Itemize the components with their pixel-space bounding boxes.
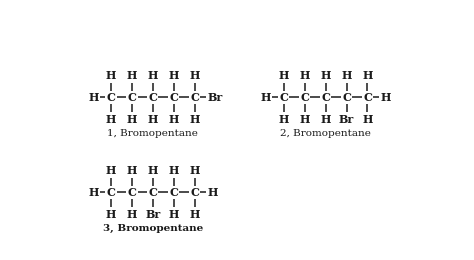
Text: H: H (106, 114, 116, 125)
Text: H: H (88, 187, 99, 198)
Text: H: H (300, 114, 310, 125)
Text: H: H (341, 70, 352, 81)
Text: H: H (148, 70, 158, 81)
Text: C: C (128, 187, 137, 198)
Text: Br: Br (339, 114, 354, 125)
Text: Br: Br (208, 92, 223, 103)
Text: H: H (148, 114, 158, 125)
Text: H: H (169, 209, 179, 220)
Text: H: H (362, 70, 373, 81)
Text: H: H (169, 165, 179, 176)
Text: 2, Bromopentane: 2, Bromopentane (280, 129, 371, 138)
Text: H: H (300, 70, 310, 81)
Text: Br: Br (146, 209, 161, 220)
Text: C: C (107, 187, 116, 198)
Text: C: C (321, 92, 330, 103)
Text: H: H (190, 165, 200, 176)
Text: C: C (128, 92, 137, 103)
Text: H: H (190, 209, 200, 220)
Text: H: H (148, 165, 158, 176)
Text: H: H (106, 165, 116, 176)
Text: C: C (169, 92, 178, 103)
Text: H: H (127, 70, 137, 81)
Text: H: H (127, 114, 137, 125)
Text: 1, Bromopentane: 1, Bromopentane (108, 129, 198, 138)
Text: H: H (106, 70, 116, 81)
Text: C: C (300, 92, 309, 103)
Text: H: H (88, 92, 99, 103)
Text: C: C (342, 92, 351, 103)
Text: C: C (148, 187, 157, 198)
Text: H: H (169, 114, 179, 125)
Text: C: C (169, 187, 178, 198)
Text: H: H (320, 114, 331, 125)
Text: H: H (261, 92, 271, 103)
Text: C: C (279, 92, 288, 103)
Text: 3, Bromopentane: 3, Bromopentane (103, 224, 203, 233)
Text: H: H (127, 165, 137, 176)
Text: H: H (208, 187, 218, 198)
Text: H: H (190, 70, 200, 81)
Text: H: H (320, 70, 331, 81)
Text: H: H (190, 114, 200, 125)
Text: H: H (279, 114, 289, 125)
Text: H: H (169, 70, 179, 81)
Text: C: C (363, 92, 372, 103)
Text: H: H (380, 92, 391, 103)
Text: H: H (362, 114, 373, 125)
Text: C: C (191, 187, 199, 198)
Text: C: C (191, 92, 199, 103)
Text: C: C (148, 92, 157, 103)
Text: H: H (106, 209, 116, 220)
Text: H: H (127, 209, 137, 220)
Text: H: H (279, 70, 289, 81)
Text: C: C (107, 92, 116, 103)
